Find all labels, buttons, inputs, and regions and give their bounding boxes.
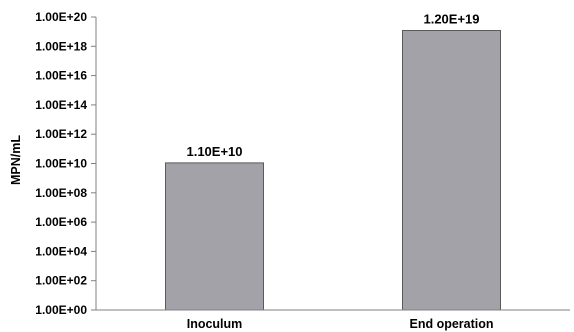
y-tick-label: 1.00E+02 — [35, 274, 87, 288]
y-tick-label: 1.00E+12 — [35, 127, 87, 141]
y-tick-label: 1.00E+14 — [35, 98, 87, 112]
y-tick-label: 1.00E+10 — [35, 157, 87, 171]
y-tick-label: 1.00E+08 — [35, 186, 87, 200]
bars — [165, 29, 501, 311]
y-axis-ticks: 1.00E+00 1.00E+02 1.00E+04 1.00E+06 1.00E+08… — [35, 10, 96, 317]
x-category-label: End operation — [409, 317, 493, 331]
bar — [165, 162, 264, 311]
bar — [402, 29, 501, 311]
y-tick-label: 1.00E+04 — [35, 244, 87, 258]
y-tick-label: 1.00E+00 — [35, 303, 87, 317]
y-tick-label: 1.00E+16 — [35, 69, 87, 83]
x-category-label: Inoculum — [187, 317, 243, 331]
x-axis-categories: Inoculum End operation — [187, 317, 494, 331]
y-axis-title: MPN/mL — [9, 135, 23, 185]
bar-data-label: 1.20E+19 — [423, 11, 479, 26]
y-tick-label: 1.00E+20 — [35, 10, 87, 24]
bar-data-label: 1.10E+10 — [186, 144, 242, 159]
y-tick-label: 1.00E+06 — [35, 215, 87, 229]
data-labels: 1.10E+10 1.20E+19 — [186, 11, 479, 158]
y-tick-label: 1.00E+18 — [35, 39, 87, 53]
